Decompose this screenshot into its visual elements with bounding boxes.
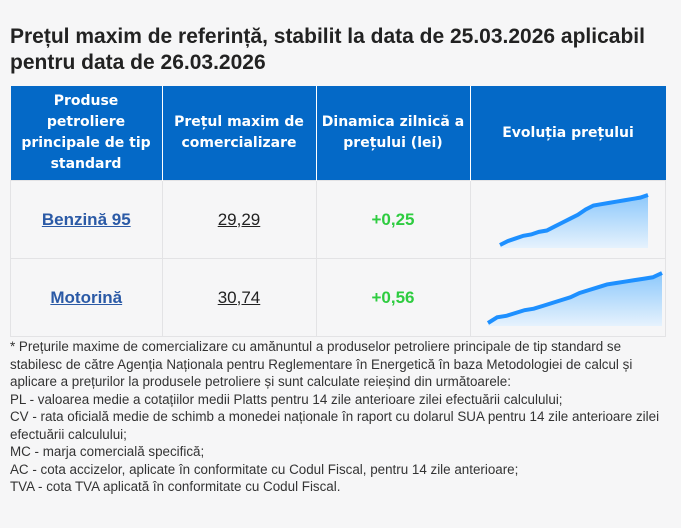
footnote-cv: CV - rata oficială medie de schimb a mon…	[10, 409, 660, 442]
header-max-price: Prețul maxim de comercializare	[162, 86, 317, 181]
header-products: Produse petroliere principale de tip sta…	[10, 86, 163, 181]
footnote-tva: TVA - cota TVA aplicată în conformitate …	[10, 479, 341, 494]
product-link-benzina[interactable]: Benzină 95	[41, 209, 131, 229]
page-title: Prețul maxim de referință, stabilit la d…	[10, 25, 645, 74]
sparkline-line	[486, 270, 663, 325]
sparkline-chart	[486, 270, 663, 326]
footnote-mc: MC - marja comercială specifică;	[10, 444, 205, 459]
table-row: Motorină 30,74 +0,56	[10, 258, 666, 337]
footnote-pl: PL - valoarea medie a cotațiilor medii P…	[10, 391, 563, 407]
table-header-row: Produse petroliere principale de tip sta…	[10, 86, 666, 181]
sparkline-chart	[498, 192, 649, 248]
product-link-motorina[interactable]: Motorină	[50, 287, 123, 307]
price-link[interactable]: 30,74	[217, 287, 261, 307]
footnote-ac: AC - cota accizelor, aplicate în conform…	[10, 461, 519, 477]
footnotes: * Prețurile maxime de comercializare cu …	[10, 338, 670, 496]
table-row: Benzină 95 29,29 +0,25	[10, 180, 666, 259]
header-daily-change: Dinamica zilnică a prețului (lei)	[316, 86, 471, 181]
fuel-price-table: Produse petroliere principale de tip sta…	[10, 86, 666, 337]
sparkline-line	[498, 192, 649, 247]
daily-change: +0,25	[371, 209, 415, 229]
sparkline-area	[487, 272, 662, 326]
footnote-intro: * Prețurile maxime de comercializare cu …	[10, 339, 633, 389]
header-price-evolution: Evoluția prețului	[470, 86, 666, 181]
daily-change: +0,56	[371, 287, 415, 307]
sparkline-area	[499, 194, 648, 248]
price-link[interactable]: 29,29	[217, 209, 261, 229]
